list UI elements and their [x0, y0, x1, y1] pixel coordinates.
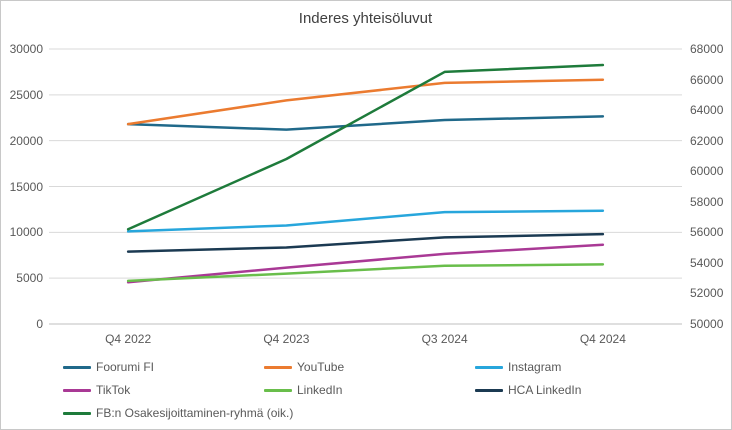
legend-item-tiktok: TikTok	[63, 381, 264, 399]
left-axis-tick-label: 0	[36, 317, 43, 331]
right-axis-tick-label: 56000	[690, 225, 724, 240]
legend-item-fb-n-osakesijoittaminen-ryhm-oik: FB:n Osakesijoittaminen-ryhmä (oik.)	[63, 404, 293, 422]
category-label-q4-2022: Q4 2022	[105, 332, 152, 346]
series-line-linkedin	[126, 263, 605, 283]
left-axis-tick-label: 5000	[16, 271, 43, 286]
legend-label-instagram: Instagram	[508, 360, 562, 374]
legend-label-linkedin: LinkedIn	[297, 383, 343, 397]
right-axis-tick-label: 50000	[690, 317, 724, 331]
legend-swatch-youtube	[264, 365, 292, 369]
legend-swatch-linkedin	[264, 388, 292, 392]
legend-label-youtube: YouTube	[297, 360, 345, 374]
right-axis-tick-label: 64000	[690, 103, 724, 118]
legend-label-foorumi-fi: Foorumi FI	[96, 360, 155, 374]
legend-label-hca-linkedin: HCA LinkedIn	[508, 383, 582, 397]
series-line-fb-n-osakesijoittaminen-ryhm-oik	[126, 63, 605, 231]
left-axis-tick-label: 15000	[9, 179, 43, 194]
category-label-q4-2024: Q4 2024	[579, 332, 626, 346]
legend-swatch-tiktok	[63, 388, 91, 392]
left-axis-tick-label: 25000	[9, 87, 43, 102]
left-axis-tick-label: 20000	[9, 133, 43, 148]
category-label-q3-2024: Q3 2024	[421, 332, 468, 346]
legend-item-youtube: YouTube	[264, 358, 475, 376]
legend-item-linkedin: LinkedIn	[264, 381, 475, 399]
legend-swatch-foorumi-fi	[63, 365, 91, 369]
right-axis-tick-label: 66000	[690, 72, 724, 87]
legend-item-foorumi-fi: Foorumi FI	[63, 358, 264, 376]
legend-label-fb-n-osakesijoittaminen-ryhm-oik: FB:n Osakesijoittaminen-ryhmä (oik.)	[96, 406, 294, 420]
right-axis-tick-label: 54000	[690, 255, 724, 270]
legend-item-instagram: Instagram	[475, 358, 723, 376]
right-axis-tick-label: 52000	[690, 286, 724, 301]
legend-item-hca-linkedin: HCA LinkedIn	[475, 381, 723, 399]
right-axis-tick-label: 58000	[690, 194, 724, 209]
legend: Foorumi FI YouTube Instagram TikTok LinkedIn…	[63, 358, 723, 422]
legend-label-tiktok: TikTok	[96, 383, 131, 397]
series-line-tiktok	[126, 243, 605, 284]
legend-swatch-fb-n-osakesijoittaminen-ryhm-oik	[63, 411, 91, 415]
series-line-foorumi-fi	[126, 115, 605, 131]
series-line-hca-linkedin	[126, 232, 605, 253]
legend-swatch-hca-linkedin	[475, 388, 503, 392]
right-axis-tick-label: 60000	[690, 164, 724, 179]
right-axis-tick-label: 68000	[690, 42, 724, 56]
left-axis-tick-label: 10000	[9, 225, 43, 240]
series-line-youtube	[126, 78, 605, 126]
category-label-q4-2023: Q4 2023	[263, 332, 310, 346]
series-line-instagram	[126, 209, 605, 233]
left-axis-tick-label: 30000	[9, 42, 43, 56]
legend-swatch-instagram	[475, 365, 503, 369]
right-axis-tick-label: 62000	[690, 133, 724, 148]
chart-title: Inderes yhteisöluvut	[298, 10, 433, 27]
